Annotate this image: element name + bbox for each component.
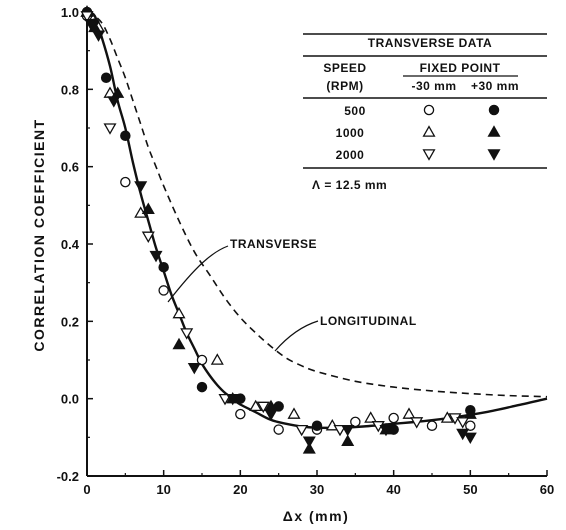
data-point xyxy=(364,411,378,423)
data-point xyxy=(249,399,263,412)
series-500-+30-mm xyxy=(81,6,476,435)
y-tick-label: 0.4 xyxy=(61,237,80,252)
data-point xyxy=(341,434,355,446)
data-point xyxy=(187,363,201,375)
data-point xyxy=(311,420,323,431)
series-1000-+30-mm xyxy=(80,5,477,454)
data-point xyxy=(172,337,186,350)
legend-speed-1000: 1000 xyxy=(336,126,365,140)
data-point xyxy=(235,408,246,420)
legend-title: TRANSVERSE DATA xyxy=(368,36,492,50)
data-point xyxy=(388,412,399,424)
data-point xyxy=(196,381,208,393)
data-point xyxy=(410,417,424,429)
legend-speed-unit: (RPM) xyxy=(326,79,363,93)
x-tick-label: 50 xyxy=(463,482,477,497)
y-axis-label: CORRELATION COEFFICIENT xyxy=(31,118,47,351)
legend-marker-minus xyxy=(422,125,436,137)
legend-plus-header: +30 mm xyxy=(471,79,519,93)
data-point xyxy=(120,130,131,141)
data-point xyxy=(91,30,106,42)
longitudinal-leader xyxy=(274,320,319,352)
data-point xyxy=(141,202,155,214)
data-point xyxy=(210,353,224,365)
legend-marker-plus xyxy=(487,149,501,161)
y-tick-label: 0.0 xyxy=(61,392,79,407)
y-tick-label: 1.0 xyxy=(61,5,79,20)
y-tick-label: -0.2 xyxy=(57,469,79,484)
x-tick-label: 30 xyxy=(310,482,324,497)
data-point xyxy=(180,328,194,340)
x-tick-label: 10 xyxy=(156,482,170,497)
data-point xyxy=(226,393,240,406)
data-point xyxy=(103,123,117,135)
legend-minus-header: -30 mm xyxy=(411,79,456,93)
y-tick-label: 0.6 xyxy=(61,160,79,175)
data-point xyxy=(80,11,94,23)
legend: TRANSVERSE DATA SPEED (RPM) FIXED POINT … xyxy=(303,33,547,192)
series-2000--30-mm xyxy=(80,11,470,437)
data-point xyxy=(218,393,232,406)
legend-marker-plus xyxy=(487,125,501,137)
y-tick-label: 0.8 xyxy=(61,82,79,97)
data-point xyxy=(463,407,477,419)
data-point xyxy=(196,354,208,366)
data-point xyxy=(440,411,454,423)
data-point xyxy=(84,18,98,31)
data-point xyxy=(158,285,169,296)
data-point xyxy=(149,250,163,263)
data-point xyxy=(350,416,361,428)
data-point xyxy=(463,432,477,445)
series-2000-+30-mm xyxy=(84,18,477,448)
longitudinal-curve xyxy=(86,11,548,398)
data-point xyxy=(287,407,301,419)
data-point xyxy=(456,417,470,429)
y-tick-label: 0.2 xyxy=(61,314,79,329)
data-point xyxy=(172,306,186,319)
x-tick-label: 60 xyxy=(540,482,554,497)
data-point xyxy=(264,409,278,421)
series-500--30-mm xyxy=(81,10,476,435)
legend-speed-header: SPEED xyxy=(323,61,366,75)
data-point xyxy=(341,424,355,437)
data-point xyxy=(158,261,169,273)
data-point xyxy=(302,442,316,454)
data-point xyxy=(100,72,112,83)
data-point xyxy=(134,181,148,193)
legend-marker-minus xyxy=(423,104,435,116)
longitudinal-annotation: LONGITUDINAL xyxy=(320,314,417,328)
legend-marker-plus xyxy=(488,104,500,116)
data-point xyxy=(295,424,309,437)
x-tick-label: 20 xyxy=(233,482,247,497)
x-tick-label: 40 xyxy=(386,482,400,497)
legend-note: Λ = 12.5 mm xyxy=(312,178,387,192)
transverse-annotation: TRANSVERSE xyxy=(230,237,317,251)
data-point xyxy=(426,420,438,431)
data-point xyxy=(120,176,131,188)
data-point xyxy=(379,424,393,437)
data-point xyxy=(273,424,284,435)
transverse-leader xyxy=(167,245,229,303)
legend-fixed-header: FIXED POINT xyxy=(420,61,501,75)
plot-area: 0 10 20 30 40 50 60 1.0 0.8 0.6 0.4 0.2 0.0 -0.2 xyxy=(57,5,555,497)
data-point xyxy=(465,420,476,431)
data-point xyxy=(302,436,316,448)
legend-speed-2000: 2000 xyxy=(336,148,365,162)
data-point xyxy=(141,231,155,244)
data-point xyxy=(107,96,121,108)
data-point xyxy=(402,407,416,419)
x-axis-label: Δx (mm) xyxy=(283,508,349,524)
data-point xyxy=(256,401,270,414)
series-1000--30-mm xyxy=(80,5,454,431)
legend-speed-500: 500 xyxy=(344,104,366,118)
x-tick-label: 0 xyxy=(83,482,90,497)
data-point xyxy=(333,424,347,437)
legend-marker-minus xyxy=(422,149,436,161)
